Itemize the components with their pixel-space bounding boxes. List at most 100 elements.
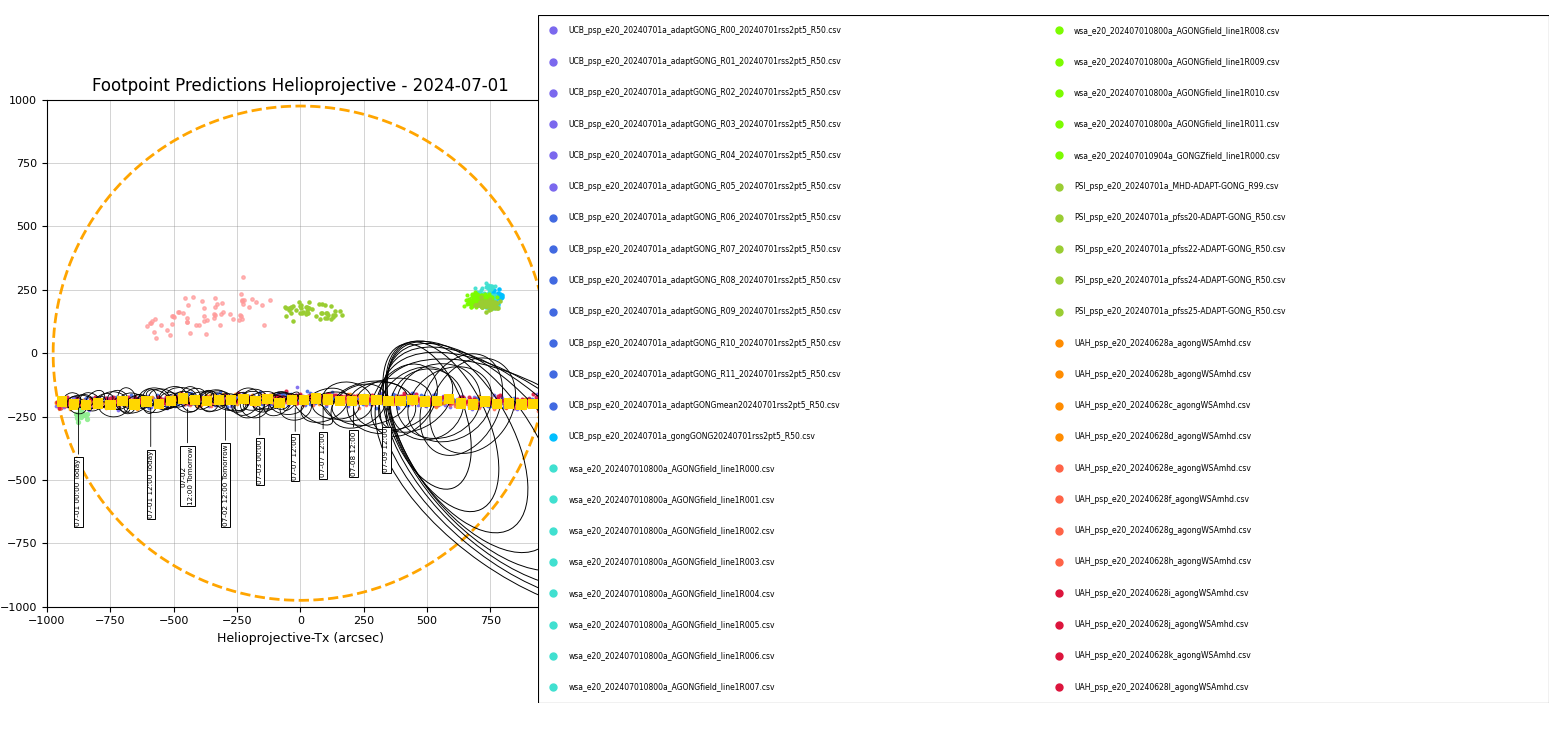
Point [276,395,301,406]
Point [181,389,206,401]
Point [476,302,501,313]
Point [434,399,459,411]
Point [363,395,388,406]
Point [198,391,223,403]
Point [378,393,402,405]
Point [114,394,139,406]
Point [524,393,549,405]
Point [81,397,106,409]
Point [193,314,218,326]
Point [133,394,158,406]
Point [510,400,535,412]
Point [382,389,407,401]
Point [513,396,538,408]
Point [264,392,289,403]
Point [417,398,441,410]
Point [452,396,477,408]
Point [320,312,345,324]
Point [59,400,84,412]
Point [473,290,498,302]
Point [535,396,560,408]
Point [119,400,144,412]
Point [507,397,532,409]
Point [463,296,488,308]
Point [512,402,537,414]
Point [357,397,382,408]
Point [279,389,304,401]
Point [340,395,365,407]
Point [390,395,415,407]
Point [523,397,548,408]
Point [78,394,103,406]
Point [254,394,279,406]
Point [374,396,399,408]
Point [448,398,473,410]
Point [390,395,415,407]
Point [290,392,315,403]
Point [470,399,495,411]
Point [173,396,198,408]
Point [423,395,448,407]
Point [292,393,317,405]
Point [485,397,510,409]
Point [273,395,298,406]
Point [399,398,424,410]
Point [78,395,103,407]
Point [499,398,524,410]
Point [312,392,337,404]
Point [153,395,178,406]
Point [126,394,151,406]
Point [471,289,496,301]
Point [136,392,161,403]
Point [94,395,119,406]
Point [122,396,147,408]
Point [429,397,454,409]
Point [468,292,493,304]
Point [293,397,318,408]
Point [367,394,392,406]
Point [471,294,496,305]
Point [201,392,226,404]
Point [470,290,495,302]
Point [454,298,479,310]
Point [353,391,378,403]
Point [516,399,541,411]
Point [70,395,95,406]
Point [273,395,298,406]
Point [298,392,323,404]
Point [470,394,495,406]
Point [236,397,261,408]
Point [154,395,179,407]
Point [410,396,435,408]
Point [282,394,307,406]
Point [50,397,75,408]
Point [203,301,228,313]
Point [234,395,259,407]
Point [204,392,229,403]
Point [412,394,437,406]
Point [206,391,231,403]
Point [353,395,378,407]
Point [495,394,519,406]
Point [142,326,167,338]
Point [64,397,89,409]
Point [493,402,518,414]
Text: wsa_e20_202407010800a_AGONGfield_line1R011.csv: wsa_e20_202407010800a_AGONGfield_line1R0… [1073,119,1281,129]
Point [203,292,228,304]
Point [245,396,270,408]
Point [395,397,420,408]
Point [417,392,441,403]
Point [470,294,495,305]
Point [323,305,348,316]
Point [179,393,204,405]
Point [56,395,81,406]
Point [201,313,226,324]
Point [231,392,256,403]
Point [195,391,220,403]
Point [359,395,384,406]
Point [487,291,512,303]
Point [203,309,228,321]
Point [44,397,69,408]
Point [103,392,128,403]
Point [373,396,398,408]
